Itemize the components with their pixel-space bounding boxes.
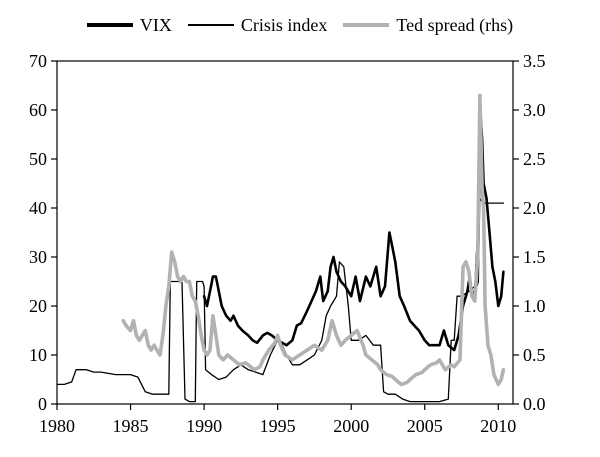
legend-label-ted-spread: Ted spread (rhs) xyxy=(396,15,514,35)
y-left-tick-label: 40 xyxy=(29,198,47,218)
y-right-tick-label: 1.5 xyxy=(523,247,546,267)
legend-item-ted-spread: Ted spread (rhs) xyxy=(343,16,513,34)
y-left-tick-label: 20 xyxy=(29,296,47,316)
y-right-tick-label: 3.0 xyxy=(523,100,546,120)
series-line-ted-spread-rhs xyxy=(121,93,506,387)
x-tick-label: 1985 xyxy=(113,416,149,436)
chart-legend: VIX Crisis index Ted spread (rhs) xyxy=(0,0,600,40)
x-tick-label: 1990 xyxy=(186,416,222,436)
ted-spread-line-swatch xyxy=(343,22,390,28)
x-tick-label: 2000 xyxy=(333,416,369,436)
y-left-tick-label: 70 xyxy=(29,51,47,71)
y-left-tick-label: 0 xyxy=(38,394,47,414)
y-left-tick-label: 60 xyxy=(29,100,47,120)
y-left-tick-label: 10 xyxy=(29,345,47,365)
legend-item-crisis-index: Crisis index xyxy=(187,15,328,35)
x-tick-label: 2005 xyxy=(407,416,443,436)
y-left-tick-label: 50 xyxy=(29,149,47,169)
chart-plot-area: 0 10 20 30 40 50 60 70 0.0 0.5 1.0 1.5 2.0 2.5 3.0 3.5 1… xyxy=(29,51,546,436)
y-right-tick-label: 0.5 xyxy=(523,345,546,365)
legend-label-crisis-index: Crisis index xyxy=(240,15,328,35)
series-line-vix xyxy=(202,113,505,352)
y-right-tick-label: 3.5 xyxy=(523,51,546,71)
x-tick-label: 1980 xyxy=(39,416,75,436)
series-line-crisis-index xyxy=(56,197,505,403)
y-right-tick-label: 2.5 xyxy=(523,149,546,169)
x-tick-label: 1995 xyxy=(260,416,296,436)
plot-frame xyxy=(56,60,514,405)
legend-item-vix: VIX xyxy=(86,15,172,35)
y-right-tick-label: 0.0 xyxy=(523,394,546,414)
y-left-tick-label: 30 xyxy=(29,247,47,267)
y-right-tick-label: 2.0 xyxy=(523,198,546,218)
y-right-tick-label: 1.0 xyxy=(523,296,546,316)
x-tick-label: 2010 xyxy=(480,416,516,436)
vix-line-swatch xyxy=(86,23,133,27)
crisis-index-line-swatch xyxy=(187,23,234,27)
legend-label-vix: VIX xyxy=(139,15,172,35)
